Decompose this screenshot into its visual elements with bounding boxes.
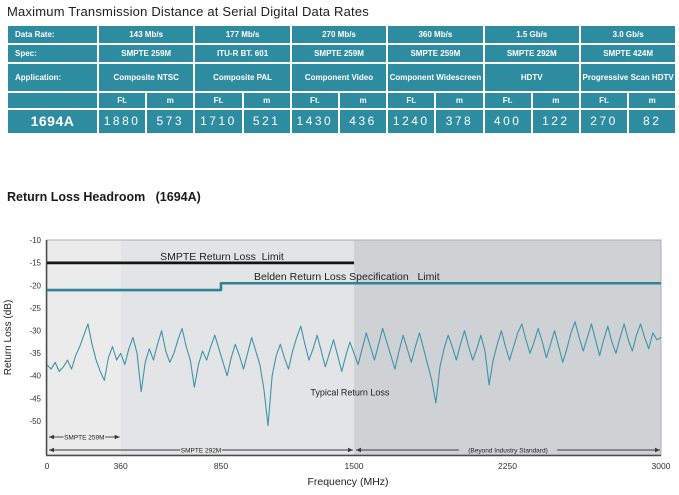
m-value-cell: 378 [436,110,483,133]
row-label-spec: Spec: [8,45,97,62]
unit-ft-cell: Ft. [484,93,531,108]
range-arrow-label: SMPTE 259M [64,434,104,441]
table-row: Spec: SMPTE 259M ITU-R BT. 601 SMPTE 259… [8,45,676,62]
unit-m-cell: m [629,93,676,108]
application-cell: Composite PAL [195,64,290,91]
row-label-application: Application: [8,64,97,91]
row-label-data-rate: Data Rate: [8,26,97,43]
range-arrow-label: (Beyond Industry Standard) [468,447,548,454]
ft-value-cell: 270 [580,110,628,133]
plot-band-0 [47,240,121,455]
ft-value-cell: 1880 [99,110,146,133]
spec-cell: ITU-R BT. 601 [195,45,290,62]
application-cell: Progressive Scan HDTV [580,64,676,91]
y-tick-label: -20 [29,281,41,290]
data-rate-cell: 270 Mb/s [291,26,387,43]
y-tick-label: -25 [29,304,41,313]
data-rate-cell: 1.5 Gb/s [484,26,579,43]
arrowhead-right-icon [348,447,353,453]
x-tick-label: 850 [214,461,228,471]
arrowhead-left-icon [49,447,54,453]
m-value-cell: 436 [339,110,387,133]
unit-m-cell: m [147,93,194,108]
series-belden-return-loss-limit [47,281,661,292]
ft-value-cell: 400 [484,110,531,133]
table-row-1694a: 1694A 1880 573 1710 521 1430 436 1240 37… [8,110,676,133]
y-tick-label: -45 [29,394,41,403]
unit-m-cell: m [436,93,483,108]
data-rate-cell: 3.0 Gb/s [580,26,676,43]
plot-band-2 [354,240,661,455]
plot-band-1 [120,240,355,455]
y-tick-label: -30 [29,327,41,336]
y-tick-label: -35 [29,349,41,358]
application-cell: HDTV [484,64,579,91]
y-tick-label: -40 [29,372,41,381]
table-row: Application: Composite NTSC Composite PA… [8,64,676,91]
m-value-cell: 573 [147,110,194,133]
unit-m-cell: m [339,93,387,108]
data-rate-cell: 360 Mb/s [388,26,483,43]
chart-title-text: Return Loss Headroom [7,190,146,204]
unit-m-cell: m [243,93,290,108]
chart-title: Return Loss Headroom (1694A) [7,190,201,204]
m-value-cell: 122 [532,110,579,133]
application-cell: Component Widescreen [388,64,483,91]
product-label: 1694A [8,110,97,133]
arrowhead-right-icon [114,434,120,440]
m-value-cell: 82 [629,110,676,133]
x-tick-label: 0 [45,461,50,471]
x-tick-label: 360 [114,461,128,471]
unit-ft-cell: Ft. [291,93,338,108]
application-cell: Component Video [291,64,387,91]
arrowhead-left-icon [49,434,54,440]
spec-cell: SMPTE 292M [484,45,579,62]
y-tick-label: -50 [29,417,41,426]
spec-cell: SMPTE 424M [580,45,676,62]
unit-ft-cell: Ft. [195,93,242,108]
chart-title-suffix: (1694A) [155,190,201,204]
m-value-cell: 521 [243,110,290,133]
ft-value-cell: 1430 [291,110,338,133]
unit-m-cell: m [532,93,579,108]
table-row: Ft. m Ft. m Ft. m Ft. m Ft. m Ft. m [8,93,676,108]
data-rate-cell: 143 Mb/s [99,26,194,43]
spec-cell: SMPTE 259M [388,45,483,62]
unit-ft-cell: Ft. [580,93,628,108]
y-axis-title: Return Loss (dB) [3,300,14,376]
ft-value-cell: 1710 [195,110,242,133]
table-row: Data Rate: 143 Mb/s 177 Mb/s 270 Mb/s 36… [8,26,676,43]
x-axis-title: Frequency (MHz) [307,476,388,488]
return-loss-chart: -10 -15 -20 -25 -30 -35 -40 -45 -50 0 360 850 1500 22… [3,236,671,488]
ft-value-cell: 1240 [388,110,435,133]
arrowhead-left-icon [356,447,361,453]
series-typical-return-loss [46,321,662,427]
belden-limit-label: Belden Return Loss Specification Limit [254,271,440,283]
range-arrow-label: SMPTE 292M [181,447,221,454]
transmission-distance-table: Data Rate: 143 Mb/s 177 Mb/s 270 Mb/s 36… [6,24,677,135]
unit-ft-cell: Ft. [99,93,146,108]
spec-cell: SMPTE 259M [99,45,194,62]
empty-cell [8,93,97,108]
y-tick-label: -10 [29,236,41,245]
x-tick-label: 3000 [652,461,671,471]
smpte-limit-label: SMPTE Return Loss Limit [160,251,284,263]
arrowhead-right-icon [655,447,660,453]
data-rate-cell: 177 Mb/s [195,26,290,43]
spec-cell: SMPTE 259M [291,45,387,62]
typical-label: Typical Return Loss [310,387,390,397]
y-tick-label: -15 [29,259,41,268]
unit-ft-cell: Ft. [388,93,435,108]
x-tick-label: 1500 [345,461,364,471]
application-cell: Composite NTSC [99,64,194,91]
x-tick-label: 2250 [498,461,517,471]
page-title: Maximum Transmission Distance at Serial … [7,4,369,19]
